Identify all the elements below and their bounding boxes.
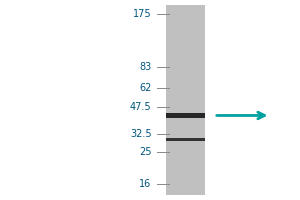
Text: 16: 16 xyxy=(139,179,152,189)
Bar xyxy=(166,113,205,118)
Text: 32.5: 32.5 xyxy=(130,129,152,139)
Text: 62: 62 xyxy=(139,83,152,93)
Text: 175: 175 xyxy=(133,9,152,19)
Text: 25: 25 xyxy=(139,147,152,157)
Text: 83: 83 xyxy=(139,62,152,72)
Bar xyxy=(166,138,205,141)
Text: 47.5: 47.5 xyxy=(130,102,152,112)
Bar xyxy=(166,5,205,195)
